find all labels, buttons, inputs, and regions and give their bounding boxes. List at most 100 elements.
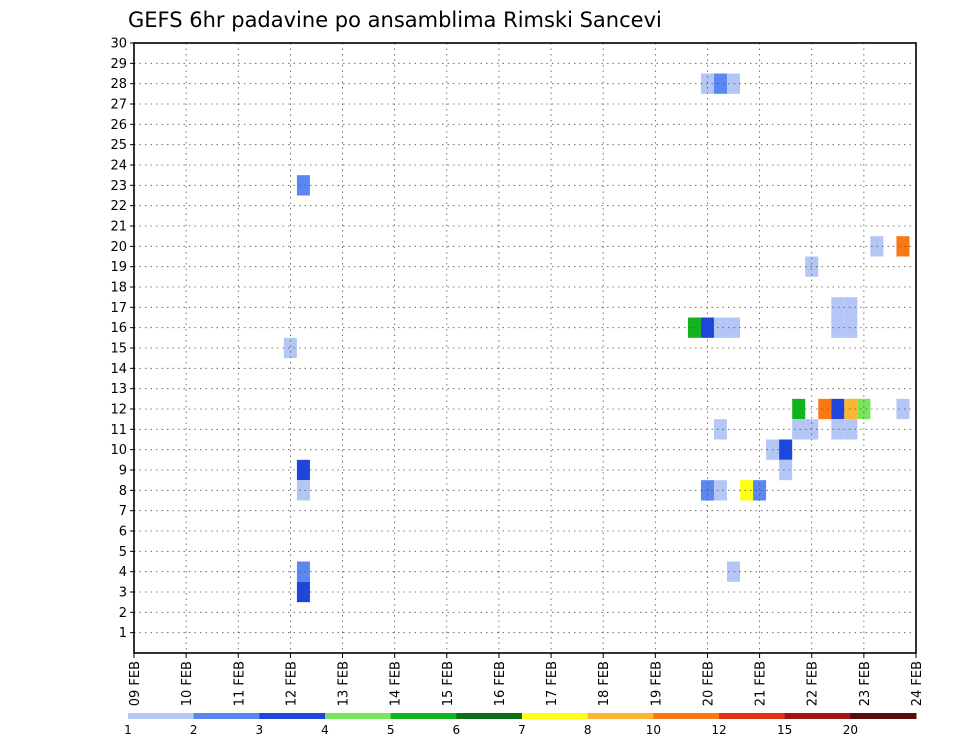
y-tick-label: 5 — [119, 545, 127, 560]
legend-label: 2 — [190, 723, 198, 737]
data-cell — [296, 175, 310, 196]
legend-swatch — [128, 713, 195, 719]
data-cell — [857, 398, 871, 420]
legend-swatch — [653, 713, 720, 719]
legend-swatch — [259, 713, 326, 719]
data-cell — [779, 439, 793, 460]
data-cell — [753, 480, 767, 501]
data-cell — [713, 480, 728, 501]
x-tick-label: 09 FEB — [128, 661, 143, 706]
y-tick-label: 4 — [119, 565, 127, 580]
data-cell — [283, 337, 297, 359]
data-cell — [818, 398, 832, 420]
x-tick-label: 18 FEB — [597, 661, 612, 706]
data-cell — [844, 297, 858, 318]
data-cell — [296, 581, 310, 603]
x-tick-label: 19 FEB — [649, 661, 664, 706]
y-tick-label: 14 — [110, 362, 127, 377]
y-tick-label: 25 — [110, 138, 127, 153]
legend-label: 5 — [387, 723, 395, 737]
y-tick-label: 13 — [110, 382, 127, 397]
x-axis: 09 FEB 10 FEB 11 FEB 12 FEB 13 FEB 14 FEB 15 F… — [128, 653, 925, 706]
x-tick-label: 11 FEB — [232, 661, 247, 706]
data-cell — [831, 398, 845, 420]
data-cell — [831, 419, 845, 440]
y-tick-label: 21 — [110, 220, 127, 235]
legend-label: 7 — [518, 723, 526, 737]
data-cell — [831, 317, 845, 338]
x-tick-label: 23 FEB — [858, 661, 873, 706]
data-cell — [687, 317, 701, 338]
data-cell — [713, 73, 728, 94]
y-tick-label: 24 — [110, 159, 127, 174]
data-cell — [896, 398, 910, 420]
legend-swatch — [719, 713, 786, 719]
data-cell — [844, 398, 858, 420]
data-cell — [296, 480, 310, 501]
y-tick-label: 29 — [110, 57, 127, 72]
y-tick-label: 7 — [119, 504, 127, 519]
legend-label: 1 — [124, 723, 132, 737]
x-tick-label: 17 FEB — [545, 661, 560, 706]
legend-label: 3 — [256, 723, 264, 737]
legend-label: 20 — [843, 723, 858, 737]
y-tick-label: 2 — [119, 606, 127, 621]
legend-label: 15 — [777, 723, 792, 737]
x-tick-label: 16 FEB — [493, 661, 508, 706]
legend-swatch — [587, 713, 654, 719]
y-tick-label: 1 — [119, 626, 127, 641]
data-cell — [844, 419, 858, 440]
y-tick-label: 28 — [110, 77, 127, 92]
data-cell — [296, 459, 310, 481]
data-cell — [296, 561, 310, 582]
y-tick-label: 9 — [119, 464, 127, 479]
y-tick-label: 17 — [110, 301, 127, 316]
data-cell — [831, 297, 845, 318]
y-tick-label: 20 — [110, 240, 127, 255]
x-tick-label: 20 FEB — [701, 661, 716, 706]
data-cell — [896, 236, 910, 257]
legend-swatch — [522, 713, 589, 719]
y-tick-label: 10 — [110, 443, 127, 458]
chart-title: GEFS 6hr padavine po ansamblima Rimski S… — [128, 8, 662, 32]
y-tick-label: 6 — [119, 525, 127, 540]
y-axis: 1234567891011121314151617181920212223242… — [110, 37, 134, 641]
x-tick-label: 21 FEB — [754, 661, 769, 706]
y-tick-label: 26 — [110, 118, 127, 133]
y-tick-label: 11 — [110, 423, 127, 438]
y-tick-label: 30 — [110, 37, 127, 52]
legend-swatch — [456, 713, 523, 719]
y-tick-label: 8 — [119, 484, 127, 499]
color-legend: 1 2 3 4 5 6 7 8 10 12 15 20 — [124, 713, 917, 737]
y-tick-label: 18 — [110, 281, 127, 296]
data-cell — [713, 317, 728, 338]
legend-swatch — [325, 713, 392, 719]
data-cell — [792, 419, 806, 440]
data-cell — [713, 419, 728, 440]
y-tick-label: 16 — [110, 321, 127, 336]
x-tick-label: 15 FEB — [441, 661, 456, 706]
y-tick-label: 23 — [110, 179, 127, 194]
y-tick-label: 19 — [110, 260, 127, 275]
y-tick-label: 15 — [110, 342, 127, 357]
x-tick-label: 22 FEB — [806, 661, 821, 706]
y-tick-label: 22 — [110, 199, 127, 214]
legend-swatch — [784, 713, 851, 719]
legend-label: 6 — [453, 723, 461, 737]
legend-label: 12 — [711, 723, 726, 737]
legend-label: 4 — [321, 723, 329, 737]
legend-label: 10 — [646, 723, 661, 737]
cells-layer — [283, 73, 910, 603]
x-tick-label: 14 FEB — [389, 661, 404, 706]
y-tick-label: 3 — [119, 586, 127, 601]
data-cell — [740, 480, 754, 501]
legend-label: 8 — [584, 723, 592, 737]
legend-swatch — [850, 713, 917, 719]
grid-layer — [134, 42, 916, 653]
legend-swatch — [390, 713, 457, 719]
y-tick-label: 27 — [110, 98, 127, 113]
data-cell — [792, 398, 806, 420]
x-tick-label: 10 FEB — [180, 661, 195, 706]
data-cell — [779, 459, 793, 481]
